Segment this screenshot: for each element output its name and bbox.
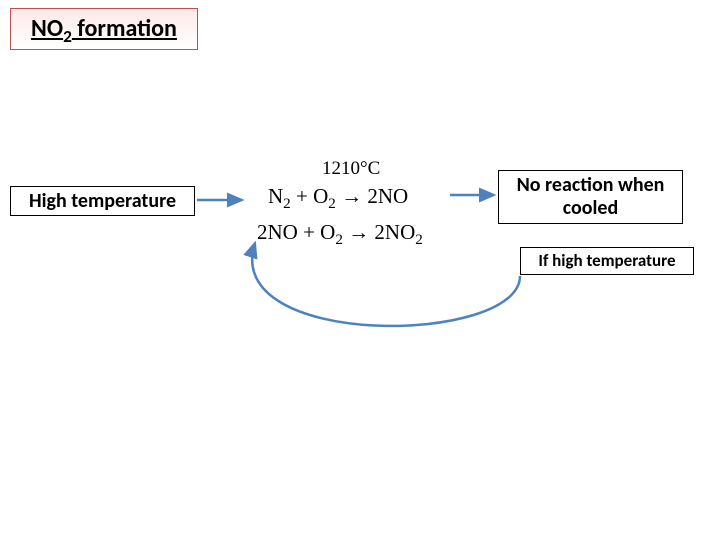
high-temperature-box: High temperature — [10, 186, 195, 216]
high-temperature-label: High temperature — [23, 188, 182, 215]
equation-1: N2 + O2 → 2NO — [268, 184, 408, 209]
arrow-curve-back — [252, 243, 520, 326]
no-reaction-label: No reaction when cooled — [511, 172, 671, 222]
title-text: NO2 formation — [31, 15, 177, 43]
no-reaction-line1: No reaction when — [517, 173, 665, 197]
if-high-temperature-box: If high temperature — [520, 247, 694, 275]
title-sub: 2 — [63, 26, 72, 47]
temperature-annotation: 1210°C — [322, 158, 380, 180]
no-reaction-box: No reaction when cooled — [498, 170, 683, 224]
title-pre: NO — [31, 14, 63, 43]
no-reaction-line2: cooled — [563, 196, 619, 220]
if-high-temperature-label: If high temperature — [532, 249, 681, 273]
title-box: NO2 formation — [10, 8, 198, 50]
title-post: formation — [72, 14, 177, 43]
equation-2: 2NO + O2 → 2NO2 — [257, 220, 423, 245]
